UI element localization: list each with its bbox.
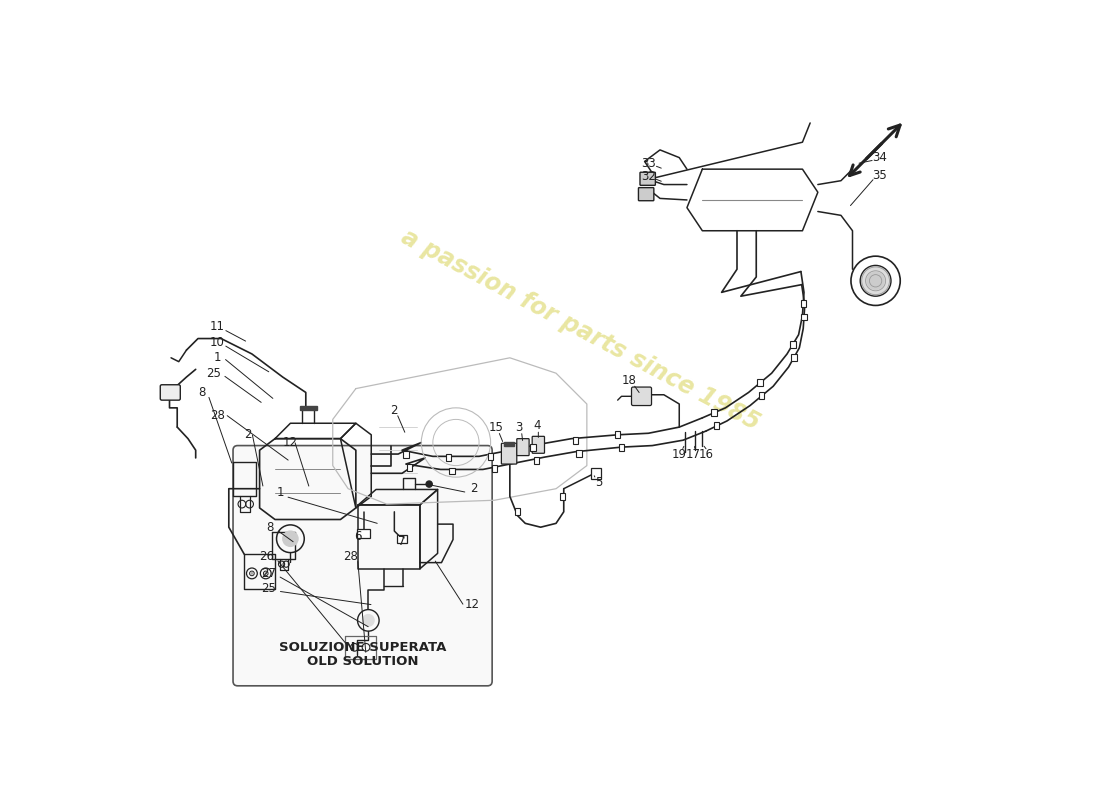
Bar — [407, 464, 412, 470]
Bar — [759, 393, 764, 399]
Circle shape — [867, 271, 884, 290]
Text: 25: 25 — [261, 582, 276, 595]
Text: 35: 35 — [872, 169, 887, 182]
FancyBboxPatch shape — [638, 188, 653, 201]
Text: 2: 2 — [244, 428, 252, 442]
Text: 7: 7 — [398, 534, 406, 547]
Bar — [299, 406, 317, 410]
Text: 18: 18 — [621, 374, 637, 387]
FancyBboxPatch shape — [532, 436, 544, 454]
Bar — [791, 354, 796, 361]
Text: 32: 32 — [641, 170, 656, 183]
FancyBboxPatch shape — [233, 446, 492, 686]
Text: 2: 2 — [470, 482, 477, 495]
Text: 33: 33 — [641, 158, 656, 170]
Text: 17: 17 — [685, 447, 701, 461]
Text: 1: 1 — [276, 486, 284, 499]
Text: OLD SOLUTION: OLD SOLUTION — [307, 654, 418, 668]
Bar — [450, 467, 454, 474]
Text: 6: 6 — [353, 530, 361, 543]
Text: 5: 5 — [595, 476, 602, 489]
Bar — [615, 431, 620, 438]
Circle shape — [861, 266, 890, 295]
Bar — [535, 457, 539, 464]
Circle shape — [264, 572, 267, 574]
Bar — [492, 466, 497, 472]
Bar — [560, 493, 565, 500]
Text: 3: 3 — [516, 421, 522, 434]
Text: 19: 19 — [672, 447, 686, 461]
Text: SOLUZIONE SUPERATA: SOLUZIONE SUPERATA — [279, 641, 447, 654]
FancyBboxPatch shape — [631, 387, 651, 406]
Bar — [530, 445, 536, 451]
Bar — [446, 454, 451, 462]
Text: 11: 11 — [210, 321, 224, 334]
Text: 15: 15 — [488, 421, 504, 434]
FancyBboxPatch shape — [517, 438, 529, 455]
Text: 26: 26 — [260, 550, 274, 563]
Bar — [573, 438, 578, 445]
Bar — [790, 341, 795, 348]
Text: a passion for parts since 1985: a passion for parts since 1985 — [397, 225, 764, 435]
Bar — [404, 450, 408, 458]
Text: 34: 34 — [872, 151, 887, 164]
Bar — [576, 450, 582, 457]
Bar — [714, 422, 719, 430]
FancyBboxPatch shape — [161, 385, 180, 400]
Bar — [801, 314, 806, 321]
Bar — [515, 508, 520, 515]
Bar — [397, 535, 407, 542]
Text: 10: 10 — [210, 336, 224, 349]
Text: 27: 27 — [261, 567, 276, 580]
Bar — [592, 468, 601, 478]
Bar — [488, 453, 493, 460]
Circle shape — [251, 572, 253, 574]
Text: 4: 4 — [534, 419, 540, 432]
Text: 25: 25 — [206, 366, 221, 380]
Text: 8: 8 — [266, 521, 274, 534]
Bar — [712, 410, 716, 416]
Text: 28: 28 — [343, 550, 358, 563]
Text: 12: 12 — [464, 598, 480, 610]
Circle shape — [362, 614, 375, 627]
Text: 2: 2 — [390, 404, 398, 417]
Text: 8: 8 — [198, 386, 206, 399]
Bar — [505, 442, 514, 446]
Circle shape — [426, 481, 432, 487]
Text: 12: 12 — [283, 436, 298, 449]
FancyBboxPatch shape — [640, 172, 656, 186]
Text: 1: 1 — [213, 351, 221, 364]
FancyBboxPatch shape — [502, 443, 517, 464]
Bar — [619, 444, 624, 450]
Text: 16: 16 — [698, 447, 714, 461]
Text: 28: 28 — [210, 409, 224, 422]
Bar — [358, 529, 370, 538]
Bar — [758, 379, 762, 386]
Bar — [801, 301, 806, 307]
Circle shape — [282, 530, 299, 547]
